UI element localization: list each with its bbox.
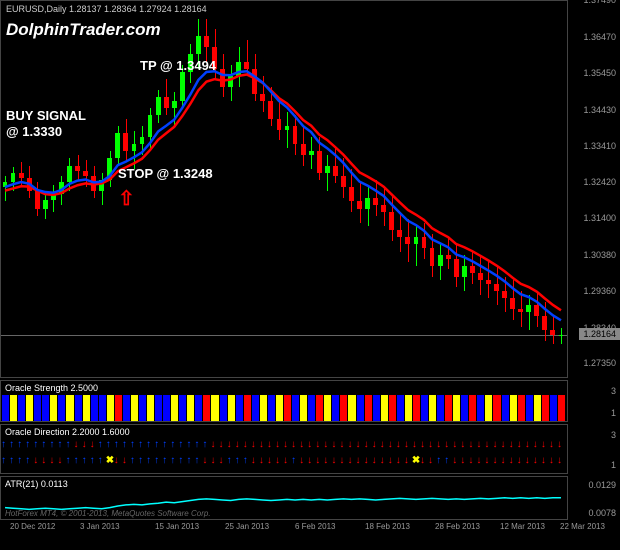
tp-annotation: TP @ 1.3494 [140,58,216,73]
time-axis: 20 Dec 20123 Jan 201315 Jan 201325 Jan 2… [0,520,620,535]
stop-annotation: STOP @ 1.3248 [118,166,213,181]
watermark: DolphinTrader.com [6,20,161,40]
oracle-strength-label: Oracle Strength 2.5000 [5,383,98,393]
atr-axis: 0.01290.0078 [568,476,620,520]
price-axis: 1.374901.364701.354501.344301.334101.324… [568,0,620,378]
oracle-strength-axis: 31 [568,380,620,422]
chart-title: EURUSD,Daily 1.28137 1.28364 1.27924 1.2… [6,4,207,14]
oracle-direction-panel[interactable]: Oracle Direction 2.2000 1.6000 ↑↑↑↑↑↑↑↑↑… [0,424,568,474]
atr-label: ATR(21) 0.0113 [5,479,68,489]
atr-panel[interactable]: ATR(21) 0.0113 HotForex MT4, © 2001-2013… [0,476,568,520]
buy-annotation-2: @ 1.3330 [6,124,62,139]
buy-annotation-1: BUY SIGNAL [6,108,86,123]
buy-arrow-icon: ⇧ [118,186,135,211]
oracle-direction-label: Oracle Direction 2.2000 1.6000 [5,427,130,437]
price-chart[interactable] [0,0,568,378]
oracle-direction-axis: 31 [568,424,620,474]
oracle-strength-panel[interactable]: Oracle Strength 2.5000 [0,380,568,422]
